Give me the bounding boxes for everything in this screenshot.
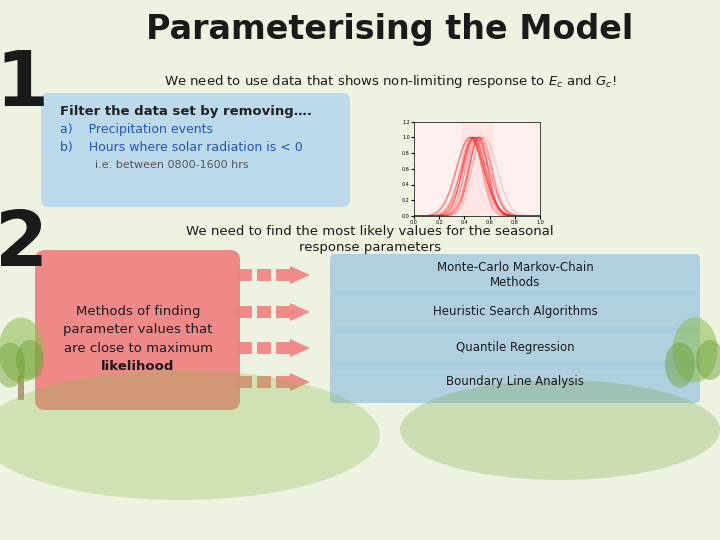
- FancyBboxPatch shape: [330, 291, 700, 333]
- Polygon shape: [276, 376, 290, 388]
- Text: are close to maximum: are close to maximum: [63, 341, 212, 354]
- Bar: [462, 122, 492, 216]
- Polygon shape: [276, 306, 290, 318]
- Text: Monte-Carlo Markov-Chain
Methods: Monte-Carlo Markov-Chain Methods: [436, 261, 593, 289]
- Polygon shape: [276, 269, 290, 281]
- Text: b)    Hours where solar radiation is < 0: b) Hours where solar radiation is < 0: [60, 140, 302, 153]
- Ellipse shape: [400, 380, 720, 480]
- Text: 1: 1: [0, 48, 48, 122]
- Ellipse shape: [16, 340, 44, 380]
- Ellipse shape: [0, 370, 380, 500]
- Text: Boundary Line Analysis: Boundary Line Analysis: [446, 375, 584, 388]
- Text: response parameters: response parameters: [299, 240, 441, 253]
- Polygon shape: [238, 269, 252, 281]
- Polygon shape: [238, 342, 252, 354]
- Ellipse shape: [665, 342, 695, 388]
- Text: i.e. between 0800-1600 hrs: i.e. between 0800-1600 hrs: [95, 160, 248, 170]
- FancyBboxPatch shape: [41, 93, 350, 207]
- Polygon shape: [238, 306, 252, 318]
- FancyBboxPatch shape: [330, 361, 700, 403]
- Polygon shape: [276, 342, 290, 354]
- Polygon shape: [257, 376, 271, 388]
- Polygon shape: [238, 376, 252, 388]
- Text: 2: 2: [0, 208, 48, 282]
- Text: Filter the data set by removing….: Filter the data set by removing….: [60, 105, 312, 118]
- Ellipse shape: [0, 342, 25, 388]
- Polygon shape: [257, 306, 271, 318]
- Text: We need to find the most likely values for the seasonal: We need to find the most likely values f…: [186, 226, 554, 239]
- Text: Quantile Regression: Quantile Regression: [456, 341, 575, 354]
- Text: likelihood: likelihood: [102, 360, 175, 373]
- Text: parameter values that: parameter values that: [63, 323, 212, 336]
- Text: We need to use data that shows non-limiting response to $E_c$ and $G_c$!: We need to use data that shows non-limit…: [164, 73, 616, 91]
- Polygon shape: [18, 375, 24, 400]
- Polygon shape: [290, 266, 310, 284]
- Polygon shape: [290, 303, 310, 321]
- Text: a)    Precipitation events: a) Precipitation events: [60, 124, 213, 137]
- Text: Parameterising the Model: Parameterising the Model: [146, 14, 634, 46]
- Ellipse shape: [672, 318, 718, 382]
- Polygon shape: [257, 269, 271, 281]
- Text: Heuristic Search Algorithms: Heuristic Search Algorithms: [433, 306, 598, 319]
- Polygon shape: [290, 339, 310, 357]
- Ellipse shape: [696, 340, 720, 380]
- FancyBboxPatch shape: [330, 327, 700, 369]
- FancyBboxPatch shape: [35, 250, 240, 410]
- Polygon shape: [257, 342, 271, 354]
- Polygon shape: [290, 373, 310, 391]
- FancyBboxPatch shape: [330, 254, 700, 296]
- Ellipse shape: [0, 318, 43, 382]
- Text: Methods of finding: Methods of finding: [76, 306, 200, 319]
